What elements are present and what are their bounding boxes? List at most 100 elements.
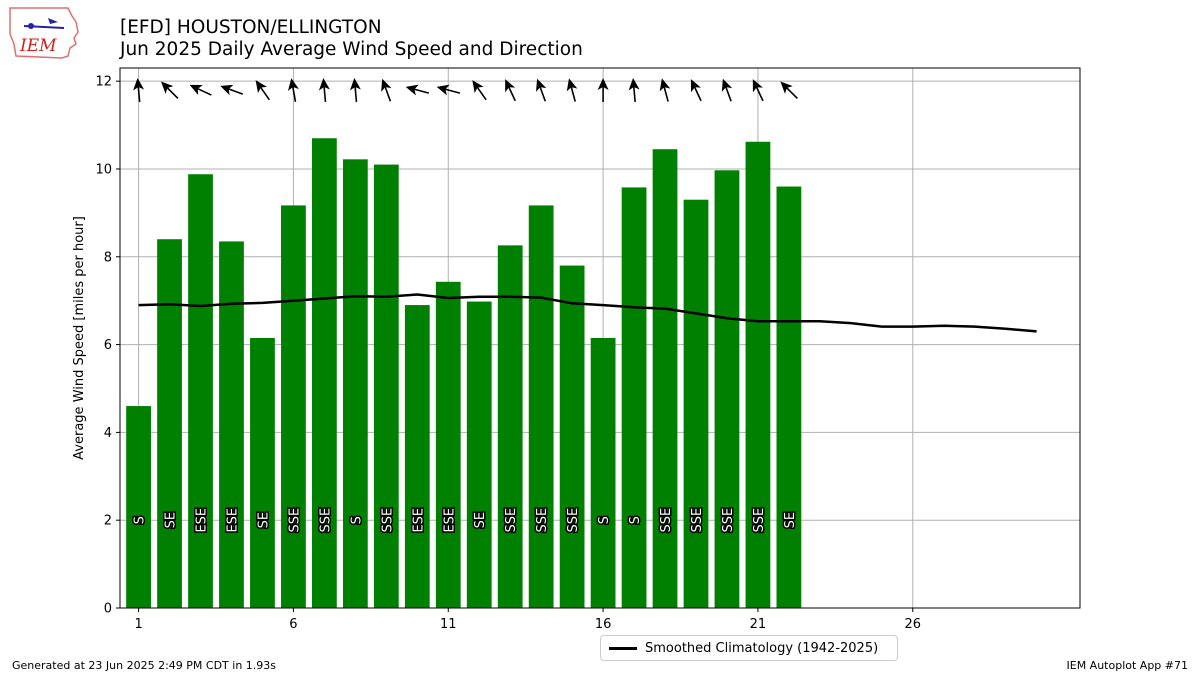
bar-day-13: [497, 245, 523, 609]
wind-arrow-day-3: [189, 84, 212, 96]
wind-arrow-day-19: [690, 79, 702, 102]
direction-label-day-5: SE: [257, 512, 272, 528]
wind-arrows: [133, 78, 798, 103]
direction-label-day-13: SSE: [504, 508, 519, 533]
bar-day-11: [435, 281, 461, 608]
bar-day-10: [404, 305, 430, 608]
wind-arrow-icon: [48, 18, 58, 24]
wind-arrow-day-5: [255, 80, 271, 101]
wind-arrow-day-21: [752, 79, 764, 102]
y-tick-label: 4: [104, 426, 112, 441]
y-tick-label: 12: [95, 75, 112, 90]
direction-label-day-14: SSE: [535, 508, 550, 533]
y-tick-label: 6: [104, 338, 112, 353]
y-tick-label: 10: [95, 162, 112, 177]
wind-arrow-day-16: [597, 78, 609, 102]
wind-arrow-day-17: [628, 78, 640, 103]
bar-day-18: [652, 149, 678, 608]
bar-day-8: [342, 159, 368, 608]
iem-logo: IEM: [9, 7, 79, 59]
legend-label: Smoothed Climatology (1942-2025): [645, 641, 879, 656]
bar-day-14: [528, 205, 554, 609]
direction-label-day-8: S: [349, 516, 364, 524]
logo-text: IEM: [19, 36, 57, 56]
y-axis-label: Average Wind Speed [miles per hour]: [72, 216, 87, 460]
direction-label-day-4: ESE: [226, 508, 241, 533]
bar-day-20: [714, 170, 740, 609]
direction-label-day-19: SSE: [690, 508, 705, 533]
direction-label-day-9: SSE: [380, 508, 395, 533]
wind-arrow-day-15: [566, 78, 578, 102]
chart-subtitle: Jun 2025 Daily Average Wind Speed and Di…: [120, 39, 583, 60]
direction-label-day-20: SSE: [721, 508, 736, 533]
direction-label-day-18: SSE: [659, 508, 674, 533]
direction-label-day-17: S: [628, 516, 643, 524]
wind-arrow-day-7: [318, 78, 330, 103]
x-tick-label: 16: [595, 617, 612, 632]
bar-day-1: [126, 406, 151, 608]
bar-day-5: [250, 338, 275, 608]
bar-day-12: [466, 301, 492, 608]
direction-label-day-12: SE: [473, 512, 488, 528]
direction-label-day-15: SSE: [566, 508, 581, 533]
bar-day-2: [157, 239, 182, 608]
direction-label-day-6: SSE: [287, 508, 302, 533]
wind-arrow-day-10: [405, 84, 430, 96]
bar-day-16: [590, 338, 616, 608]
app-credit: IEM Autoplot App #71: [1066, 659, 1189, 672]
wind-arrow-day-18: [659, 78, 671, 102]
bar-day-7: [312, 138, 337, 608]
y-tick-label: 0: [104, 602, 112, 617]
direction-label-day-22: SE: [783, 512, 798, 528]
wind-arrow-day-12: [472, 80, 487, 101]
y-tick-label: 2: [104, 514, 112, 529]
wind-arrow-day-14: [536, 78, 547, 102]
x-tick-label: 6: [289, 617, 297, 632]
x-tick-label: 11: [440, 617, 457, 632]
direction-label-day-7: SSE: [318, 508, 333, 533]
wind-arrow-day-1: [133, 78, 145, 103]
x-tick-label: 1: [134, 617, 142, 632]
y-tick-label: 8: [104, 250, 112, 265]
wind-arrow-day-20: [721, 78, 733, 102]
wind-arrow-day-4: [220, 84, 244, 96]
direction-label-day-11: ESE: [442, 508, 457, 533]
bar-day-4: [219, 241, 244, 609]
wind-arrow-day-6: [287, 78, 299, 102]
direction-label-day-16: S: [597, 516, 612, 524]
direction-label-day-1: S: [133, 516, 148, 524]
anemometer-icon: [28, 23, 34, 29]
x-tick-label: 21: [750, 617, 767, 632]
bar-day-9: [373, 164, 399, 608]
climatology-line: [138, 293, 1037, 333]
bar-day-15: [559, 265, 585, 608]
wind-arrow-day-2: [161, 81, 179, 100]
bars: [126, 138, 802, 609]
direction-label-day-2: SE: [164, 512, 179, 528]
climatology-line-group: [138, 293, 1037, 333]
chart-title: [EFD] HOUSTON/ELLINGTON: [120, 17, 382, 38]
legend-line-swatch: [609, 647, 637, 650]
direction-label-day-3: ESE: [195, 508, 210, 533]
bar-day-22: [776, 186, 802, 608]
wind-arrow-day-13: [505, 79, 516, 102]
bar-day-6: [281, 205, 306, 609]
bar-day-3: [188, 174, 213, 608]
bar-day-21: [745, 141, 771, 608]
wind-arrow-day-9: [381, 78, 392, 102]
bar-day-17: [621, 187, 647, 609]
iowa-state-outline: [9, 7, 79, 59]
direction-label-day-21: SSE: [752, 508, 767, 533]
wind-arrow-day-8: [349, 78, 361, 103]
legend: Smoothed Climatology (1942-2025): [600, 635, 898, 661]
bar-day-19: [683, 199, 709, 608]
wind-arrow-day-22: [780, 81, 798, 100]
direction-label-day-10: ESE: [411, 508, 426, 533]
plot-frame: [119, 67, 1081, 609]
x-tick-label: 26: [905, 617, 922, 632]
wind-arrow-day-11: [436, 84, 461, 96]
generated-timestamp: Generated at 23 Jun 2025 2:49 PM CDT in …: [12, 659, 277, 672]
direction-labels: S SE ESE ESE SE SSE SSE S SSE ESE ESE SE SSE SSE SSE S S…: [131, 506, 799, 534]
